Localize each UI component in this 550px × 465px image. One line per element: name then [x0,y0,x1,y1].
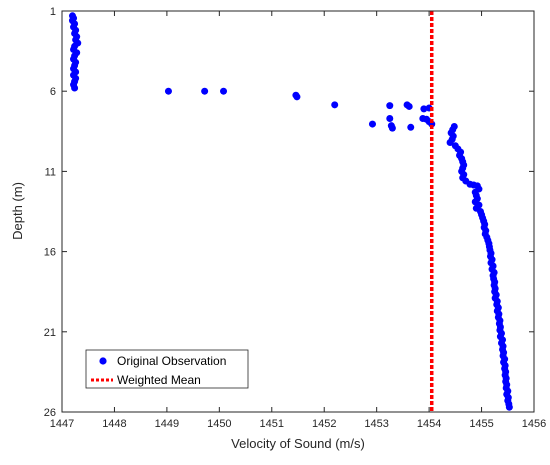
x-tick-label: 1455 [469,418,493,430]
observation-point [386,102,394,110]
observation-point [331,101,339,109]
x-tick-label: 1452 [312,418,336,430]
y-tick-label: 1 [50,6,56,18]
legend-observation-marker [99,357,107,365]
y-tick-label: 21 [44,327,56,339]
legend-mean-label: Weighted Mean [117,373,201,387]
observation-point [368,120,376,128]
observation-point [386,114,394,122]
x-tick-label: 1454 [417,418,441,430]
observation-point [420,105,428,113]
observation-point [388,124,396,132]
observation-point [293,93,301,101]
y-tick-label: 26 [44,407,56,419]
observation-point [164,87,172,95]
x-tick-label: 1456 [522,418,546,430]
y-tick-label: 11 [45,166,56,178]
plot-area [62,11,534,412]
observation-point [407,123,415,131]
observation-point [71,84,79,92]
x-tick-label: 1448 [102,418,126,430]
observation-point [405,102,413,110]
y-axis-title: Depth (m) [10,182,25,240]
observation-point [220,87,228,95]
axis-ticks: 1447 1448 1449 1450 1451 1452 1453 1454 1455 1456… [44,6,546,430]
x-tick-label: 1451 [260,418,284,430]
x-tick-label: 1447 [50,418,74,430]
legend: Original Observation Weighted Mean [85,349,249,389]
observation-point [505,403,513,411]
observation-point [446,139,454,147]
legend-observation-label: Original Observation [117,354,226,368]
observation-point [201,87,209,95]
y-tick-label: 16 [44,247,56,259]
legend-box [85,349,249,389]
plot-frame [61,10,535,413]
x-tick-label: 1450 [207,418,231,430]
x-axis-title: Velocity of Sound (m/s) [231,436,365,451]
chart-marks [68,11,513,412]
x-tick-label: 1453 [364,418,388,430]
x-tick-label: 1449 [155,418,179,430]
y-tick-label: 6 [50,86,56,98]
